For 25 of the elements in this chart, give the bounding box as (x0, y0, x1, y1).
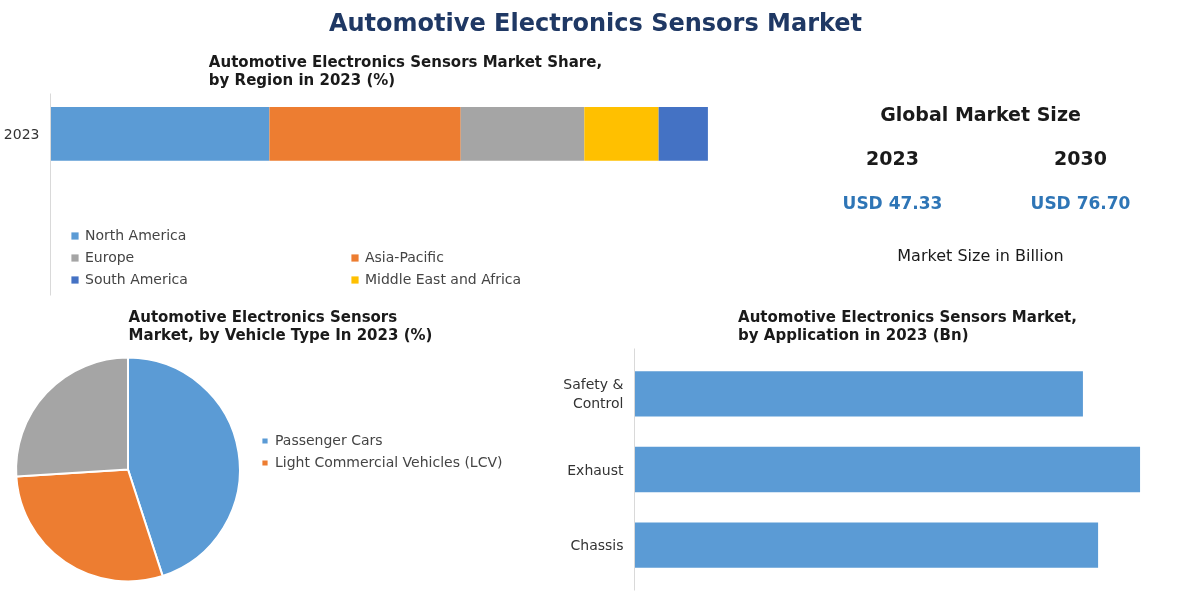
legend-label: Light Commercial Vehicles (LCV) (275, 454, 503, 470)
legend-label: North America (85, 227, 187, 243)
legend-label: Europe (85, 249, 135, 265)
text: USD 47.33 (842, 192, 943, 213)
y-tick-label: Chassis (570, 537, 624, 554)
text: 2023 (3, 125, 40, 142)
bar (584, 106, 659, 161)
bar (460, 106, 585, 161)
bar (269, 106, 461, 161)
chart-title: Automotive Electronics Sensors Market Share, by Region in 2023 (%) (208, 52, 603, 89)
text: USD 76.70 (1030, 192, 1131, 213)
y-tick-label: Safety & Control (563, 376, 624, 412)
chart-title: Automotive Electronics Sensors Market, by Vehicle Type In 2023 (%) (128, 307, 433, 344)
legend-label: Asia-Pacific (365, 249, 444, 265)
text: Global Market Size (880, 102, 1081, 125)
text: Market Size in Billion (897, 245, 1064, 265)
text: Automotive Electronics Sensors Market (328, 9, 863, 37)
legend-label: Passenger Cars (275, 432, 383, 448)
bar (50, 106, 270, 161)
chart-title: Automotive Electronics Sensors Market, by Application in 2023 (Bn) (738, 307, 1077, 344)
text: 2030 (1054, 147, 1107, 170)
legend-label: Middle East and Africa (365, 271, 522, 287)
y-tick-label: Exhaust (567, 461, 625, 478)
legend-label: South America (85, 271, 188, 287)
bar (658, 106, 708, 161)
